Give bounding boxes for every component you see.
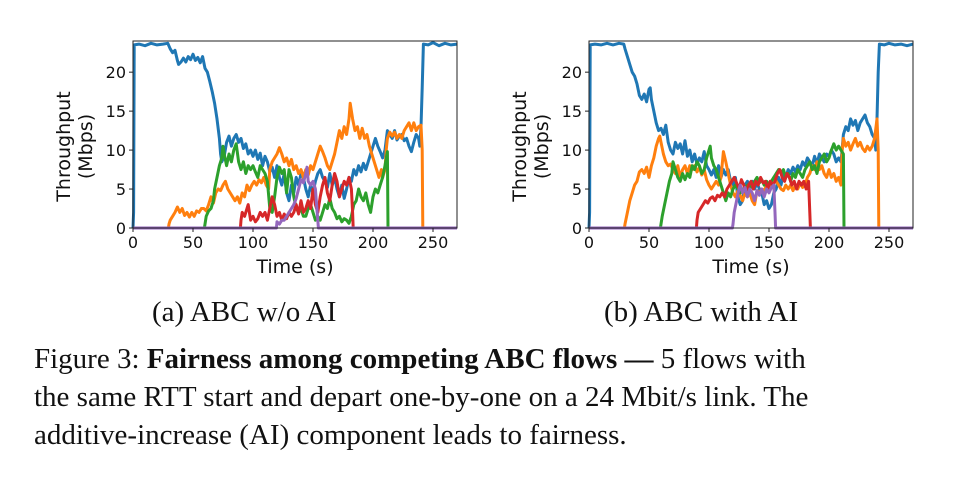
x-tick-label: 250 <box>418 233 449 252</box>
caption-line-3: additive-increase (AI) component leads t… <box>34 419 627 451</box>
caption-line-2: the same RTT start and depart one-by-one… <box>34 381 809 413</box>
x-axis-label: Time (s) <box>255 256 333 278</box>
y-tick-label: 0 <box>116 219 126 238</box>
plot-frame <box>132 40 458 229</box>
x-tick-label: 150 <box>754 233 785 252</box>
chart-panel-a: 0 50 100 150 200 250 0 5 10 15 20 Time (s) Throughpu… <box>53 40 458 278</box>
y-tick-label: 20 <box>562 63 582 82</box>
y-axis-label-line2: (Mbps) <box>75 114 97 179</box>
y-tick-label: 15 <box>562 102 582 121</box>
y-axis-label-line2: (Mbps) <box>531 114 553 179</box>
x-tick-label: 150 <box>298 233 329 252</box>
x-tick-label: 200 <box>814 233 845 252</box>
x-tick-label: 50 <box>183 233 203 252</box>
y-tick-label: 5 <box>572 180 582 199</box>
caption-rest: 5 flows with <box>653 343 806 375</box>
caption-bold-title: Fairness among competing ABC flows — <box>146 343 654 375</box>
caption-line-1: Figure 3: Fairness among competing ABC f… <box>34 340 964 378</box>
y-axis-label-line1: Throughput <box>509 91 531 202</box>
series-line-flow4 <box>133 172 457 230</box>
x-axis-label: Time (s) <box>711 256 789 278</box>
subcaption-a: (a) ABC w/o AI <box>152 296 337 328</box>
series-line-flow2 <box>589 117 913 230</box>
subcaption-b: (b) ABC with AI <box>604 296 799 328</box>
series-line-flow4 <box>589 168 913 230</box>
x-tick-label: 100 <box>694 233 725 252</box>
y-tick-label: 0 <box>572 219 582 238</box>
y-tick-label: 5 <box>116 180 126 199</box>
x-tick-label: 200 <box>358 233 389 252</box>
y-tick-label: 20 <box>106 63 126 82</box>
series-line-flow5 <box>133 165 457 230</box>
y-axis-label-line1: Throughput <box>53 91 75 202</box>
caption-prefix: Figure 3: <box>34 343 147 375</box>
plot-frame <box>588 40 914 229</box>
y-tick-label: 15 <box>106 102 126 121</box>
chart-panel-b: 0 50 100 150 200 250 0 5 10 15 20 Time (s) Throughpu… <box>509 40 914 278</box>
x-tick-label: 100 <box>238 233 269 252</box>
y-tick-label: 10 <box>106 141 126 160</box>
x-tick-label: 0 <box>584 233 594 252</box>
series-line-flow5 <box>589 183 913 230</box>
x-tick-label: 50 <box>639 233 659 252</box>
x-tick-label: 250 <box>874 233 905 252</box>
figure-caption: Figure 3: Fairness among competing ABC f… <box>34 340 964 454</box>
x-tick-label: 0 <box>128 233 138 252</box>
series-line-flow3 <box>133 142 457 230</box>
y-tick-label: 10 <box>562 141 582 160</box>
